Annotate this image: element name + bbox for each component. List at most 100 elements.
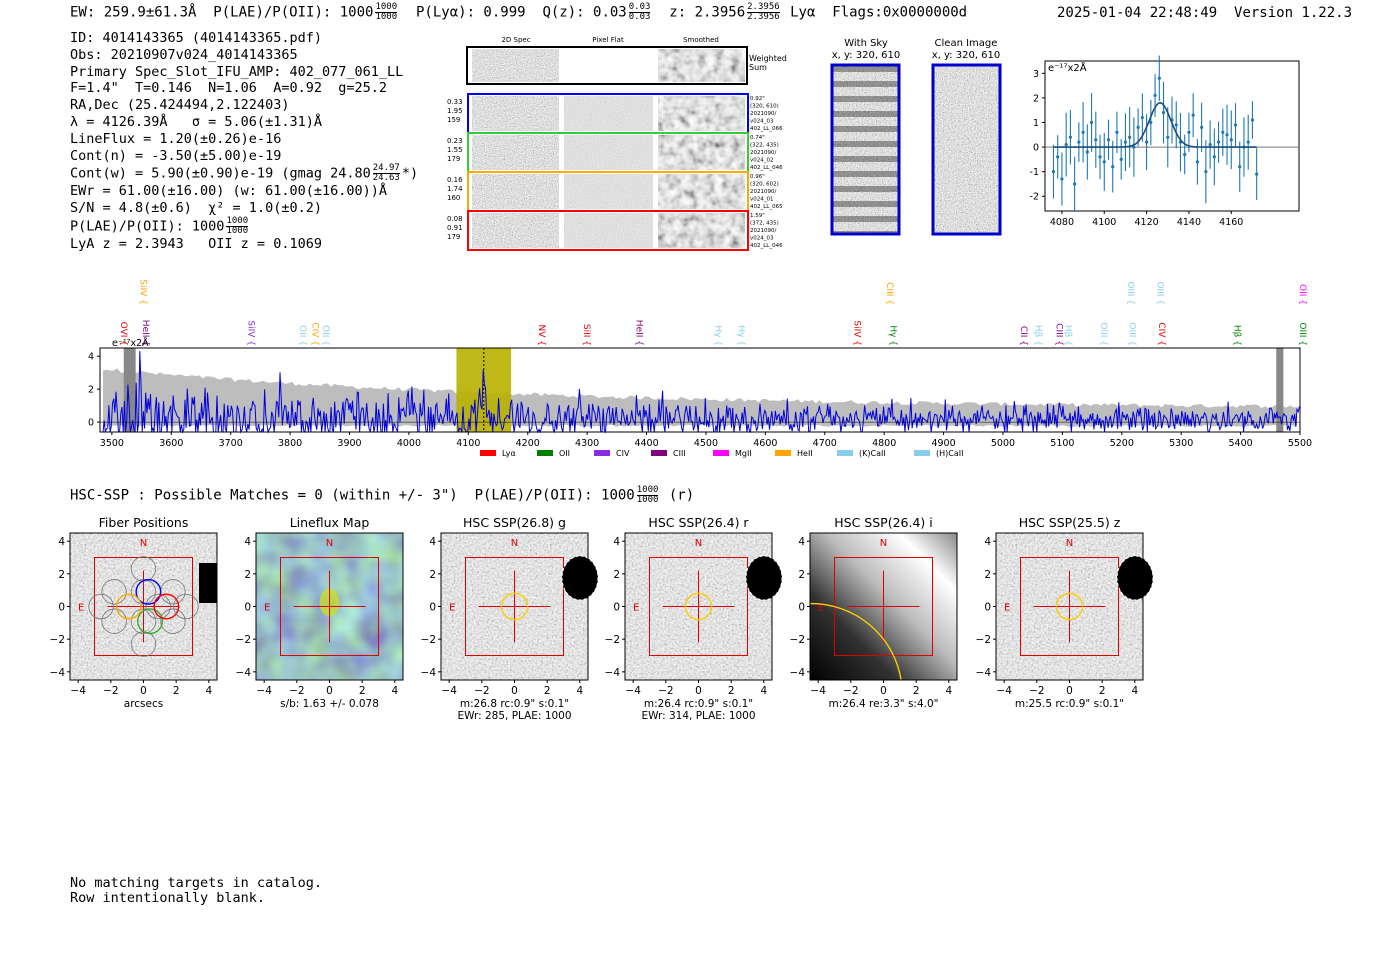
cutout-row-frame [467,210,749,251]
cutout-right-meta: 402_LL_046 [750,165,783,171]
legend-swatch [775,450,791,456]
sky-clean-panels: With Sky x, y: 320, 610 Clean Image x, y… [830,38,1002,236]
line-label: Hγ { [736,325,746,346]
cutout-pixelflat [564,174,653,209]
panel-layer: Fiber Positions N E −4 −4 −2 −2 0 0 2 2 4 4 arcsecs Li… [50,515,1154,722]
fiber-circle [130,579,157,605]
panel-ytick-label: 0 [58,602,65,614]
zoom-point [1136,125,1140,129]
full-plot-frame [99,347,1301,433]
line-label: Hβ { [1033,325,1043,346]
timestamp: 2025-01-04 22:48:49 [1057,5,1218,21]
cutout-left-stat: 0.91 [447,224,463,232]
east-label: E [264,603,270,614]
legend-swatch [537,450,553,456]
panel-ytick-label: 0 [613,602,620,614]
target-aperture [684,592,713,621]
noise-envelope [103,368,1297,427]
line-label: CIII { [1053,323,1063,346]
north-label: N [511,538,518,549]
info-lya-z: LyA z = 2.3943 OII z = 0.1069 [70,235,322,252]
clean-image-title: Clean Image [935,38,998,49]
zoom-xtick-label: 4100 [1092,217,1116,228]
fiber-highlight [135,578,162,605]
panel-ytick-label: 4 [613,536,620,548]
info-plae: P(LAE)/P(OII): 1000 1000 1000 [70,215,249,236]
zoom-point [1056,155,1060,159]
z-label: z: 2.3956 [669,4,746,21]
panel-xtick-label: −4 [70,685,86,697]
legend-label: CIV [616,449,630,458]
zoom-point [1149,120,1153,125]
full-ytick-label: 4 [88,352,94,363]
zoom-spectrum-chart: e⁻¹⁷x2Å 4080 4100 4120 4140 4160 3 2 1 0 -1 -2 [1030,55,1300,228]
full-xtick-label: 4600 [753,438,777,449]
zoom-point [1200,125,1204,129]
panel-xtick-label: 2 [173,685,180,697]
cutout-left-stat: 0.08 [447,215,463,223]
line-label: HeII { [140,320,150,346]
cutout-smoothed [658,135,745,170]
panel-ytick-label: −2 [605,634,620,646]
info-sn: S/N = 4.8(±0.6) χ² = 1.0(±0.2) [70,200,322,217]
panel-xtick-label: 0 [140,685,147,697]
full-xtick-label: 5000 [991,438,1015,449]
legend-label: (K)CaII [859,449,886,458]
zoom-point [1238,165,1242,169]
neighbor-source [745,555,783,601]
panel-xtick-label: 2 [1099,685,1106,697]
hsc-panel-title: Fiber Positions [99,515,189,530]
cutout-grid: 2D Spec Pixel Flat Smoothed Weighted Sum… [447,36,787,251]
panel-xtick-label: −4 [256,685,272,697]
hsc-summary: HSC-SSP : Possible Matches = 0 (within +… [70,485,695,505]
full-unit-label: e⁻¹⁷x2Å [112,337,149,349]
line-label: SiIV { [137,279,147,305]
target-aperture [500,592,529,621]
cutout-right-meta: v024_02 [750,158,774,164]
cutout-smoothed [658,174,745,209]
zoom-point [1106,138,1111,142]
east-label: E [78,603,84,614]
panel-ytick-label: −4 [421,667,437,679]
cutout-right-meta: 402_LL_046 [750,243,783,249]
zoom-point [1145,140,1149,144]
line-label: NV { [536,325,546,346]
weighted-sum-label-2: Sum [749,63,767,72]
cutout-pixelflat [564,96,653,131]
zoom-ytick-label: -1 [1030,167,1039,178]
version: Version 1.22.3 [1234,5,1353,21]
zoom-ytick-label: 0 [1033,143,1039,154]
panel-ytick-label: 2 [244,569,251,581]
cutout-left-stat: 179 [447,155,460,163]
zoom-ytick-label: 2 [1033,93,1039,104]
fiber-circle [145,593,171,620]
panel-caption: arcsecs [124,698,163,710]
cutout-right-meta: 0.92" [750,96,765,102]
zoom-point [1068,135,1072,139]
plae-label: P(LAE)/P(OII): 1000 [213,4,374,21]
qz-fraction: 0.03 0.03 [628,2,651,22]
panel-xtick-label: 4 [1131,685,1138,697]
zoom-ytick-label: 1 [1033,118,1039,129]
panel-xtick-label: −2 [658,685,673,697]
full-xtick-label: 5400 [1229,438,1253,449]
zoom-point [1161,111,1166,115]
info-contn: Cont(n) = -3.50(±5.00)e-19 [70,147,282,164]
panel-ytick-label: −4 [790,667,806,679]
line-label: Hγ { [888,325,898,346]
panel-ytick-label: −4 [50,667,66,679]
cutout-right-meta: 402_LL_066 [750,126,783,132]
zoom-unit-label: e⁻¹⁷x2Å [1048,61,1087,74]
zoom-point [1187,130,1191,134]
zoom-point [1157,76,1161,80]
fiber-circle [101,608,127,634]
cutout-right-meta: (322, 435) [750,143,779,149]
panel-xtick-label: −4 [441,685,457,697]
flags: Flags:0x0000000d [832,4,968,21]
zoom-point [1174,123,1178,127]
fiber-highlight [115,593,142,620]
target-aperture [1055,592,1084,621]
full-xtick-label: 5500 [1288,438,1312,449]
cutout-left-stat: 160 [447,194,460,202]
